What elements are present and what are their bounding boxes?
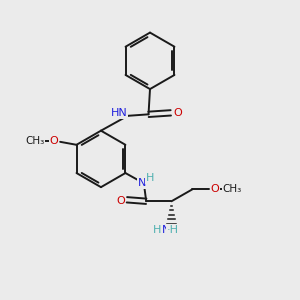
Text: O: O (50, 136, 58, 146)
Text: H: H (146, 173, 154, 183)
Text: H: H (153, 224, 162, 235)
Text: O: O (173, 108, 182, 118)
Text: O: O (116, 196, 125, 206)
Text: ·H: ·H (167, 224, 179, 235)
Text: CH₃: CH₃ (25, 136, 44, 146)
Text: O: O (210, 184, 219, 194)
Text: HN: HN (111, 108, 128, 118)
Text: N: N (162, 224, 171, 235)
Text: N: N (138, 178, 146, 188)
Text: CH₃: CH₃ (222, 184, 242, 194)
